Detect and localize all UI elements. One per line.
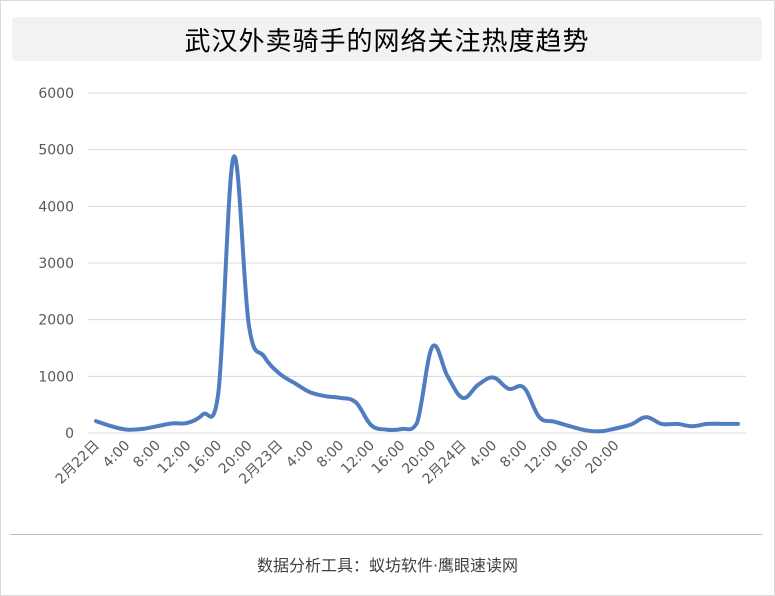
x-tick-label: 16:00 xyxy=(369,438,409,478)
x-tick-label: 2月22日 xyxy=(53,438,103,488)
x-tick-label: 16:00 xyxy=(552,438,592,478)
y-tick-label: 2000 xyxy=(38,313,74,329)
x-tick-label: 20:00 xyxy=(583,438,623,478)
y-tick-label: 3000 xyxy=(38,256,74,272)
y-tick-label: 6000 xyxy=(38,86,74,102)
source-text: 数据分析工具：蚁坊软件·鹰眼速读网 xyxy=(256,556,519,575)
y-tick-label: 0 xyxy=(65,426,74,442)
y-tick-label: 1000 xyxy=(38,369,74,385)
x-tick-label: 4:00 xyxy=(100,438,134,472)
y-tick-label: 4000 xyxy=(38,199,74,215)
x-tick-label: 12:00 xyxy=(522,438,562,478)
x-tick-label: 4:00 xyxy=(283,438,317,472)
x-tick-label: 4:00 xyxy=(467,438,501,472)
footer-divider xyxy=(10,534,762,535)
series-line xyxy=(94,154,740,434)
x-tick-label: 12:00 xyxy=(338,438,378,478)
x-tick-label: 16:00 xyxy=(185,438,225,478)
chart-title-bar: 武汉外卖骑手的网络关注热度趋势 xyxy=(12,17,762,61)
x-tick-label: 12:00 xyxy=(155,438,195,478)
chart-title: 武汉外卖骑手的网络关注热度趋势 xyxy=(184,26,590,57)
y-tick-label: 5000 xyxy=(38,143,74,159)
